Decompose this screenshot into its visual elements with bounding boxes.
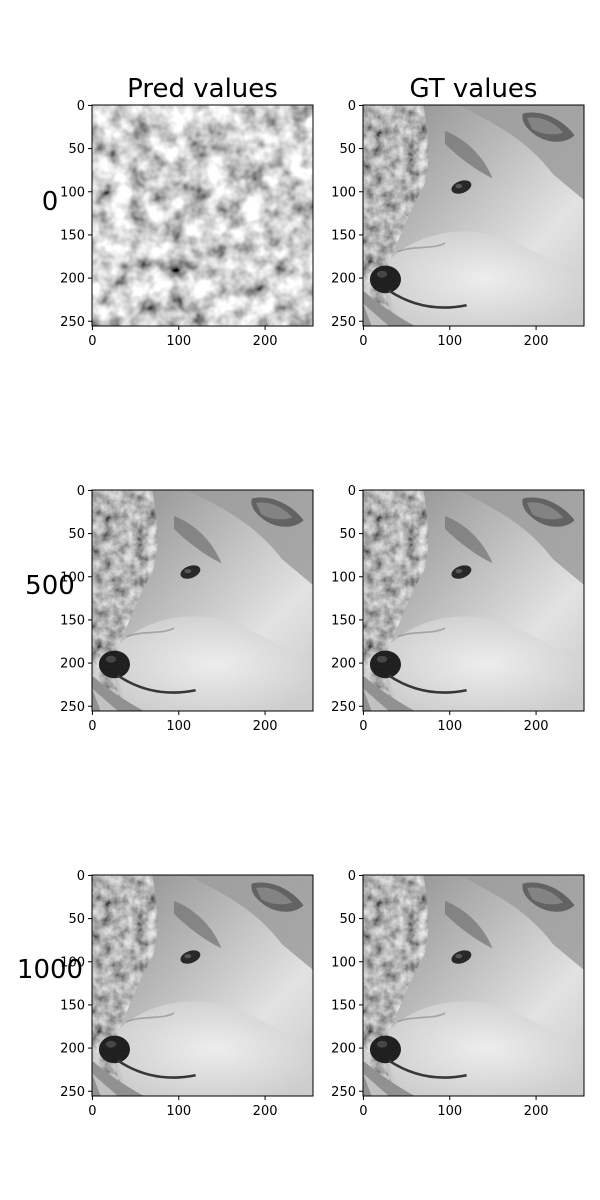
axes-frame bbox=[362, 874, 585, 1097]
y-tick-label: 250 bbox=[60, 1085, 85, 1100]
row-label: 500 bbox=[25, 571, 75, 601]
y-tick-label: 0 bbox=[348, 869, 356, 884]
y-tick-label: 0 bbox=[348, 484, 356, 499]
y-tick-label: 0 bbox=[77, 869, 85, 884]
x-tick-label: 100 bbox=[437, 1104, 462, 1119]
y-tick-label: 100 bbox=[331, 185, 356, 200]
noise-image bbox=[92, 105, 313, 326]
axes-frame bbox=[91, 874, 314, 1097]
x-tick-label: 0 bbox=[359, 1104, 367, 1119]
x-tick-label: 200 bbox=[253, 719, 278, 734]
x-tick-label: 200 bbox=[253, 334, 278, 349]
axes-frame bbox=[362, 104, 585, 327]
y-tick-label: 50 bbox=[339, 527, 356, 542]
y-tick-label: 200 bbox=[60, 272, 85, 287]
x-tick-label: 100 bbox=[437, 719, 462, 734]
y-tick-label: 100 bbox=[60, 570, 85, 585]
y-tick-label: 250 bbox=[60, 315, 85, 330]
column-title: Pred values bbox=[127, 74, 278, 104]
y-tick-label: 150 bbox=[60, 613, 85, 628]
y-tick-label: 0 bbox=[77, 484, 85, 499]
y-tick-label: 50 bbox=[339, 912, 356, 927]
y-tick-label: 0 bbox=[77, 99, 85, 114]
y-tick-label: 150 bbox=[331, 228, 356, 243]
x-tick-label: 200 bbox=[524, 719, 549, 734]
x-tick-label: 100 bbox=[166, 719, 191, 734]
x-tick-label: 100 bbox=[166, 334, 191, 349]
wolf-image bbox=[92, 490, 313, 711]
y-tick-label: 200 bbox=[331, 1042, 356, 1057]
wolf-image bbox=[92, 875, 313, 1096]
x-tick-label: 0 bbox=[88, 719, 96, 734]
y-tick-label: 0 bbox=[348, 99, 356, 114]
y-tick-label: 150 bbox=[331, 613, 356, 628]
wolf-image bbox=[363, 875, 584, 1096]
y-tick-label: 100 bbox=[60, 185, 85, 200]
x-tick-label: 100 bbox=[166, 1104, 191, 1119]
y-tick-label: 250 bbox=[331, 315, 356, 330]
y-tick-label: 50 bbox=[68, 912, 85, 927]
y-tick-label: 150 bbox=[60, 998, 85, 1013]
y-tick-label: 50 bbox=[68, 527, 85, 542]
wolf-image bbox=[363, 490, 584, 711]
y-tick-label: 200 bbox=[60, 657, 85, 672]
y-tick-label: 200 bbox=[60, 1042, 85, 1057]
x-tick-label: 0 bbox=[359, 334, 367, 349]
axes-frame bbox=[362, 489, 585, 712]
y-tick-label: 100 bbox=[331, 955, 356, 970]
y-tick-label: 250 bbox=[331, 700, 356, 715]
x-tick-label: 200 bbox=[524, 334, 549, 349]
x-tick-label: 0 bbox=[88, 1104, 96, 1119]
axes-frame bbox=[91, 104, 314, 327]
x-tick-label: 200 bbox=[253, 1104, 278, 1119]
x-tick-label: 0 bbox=[359, 719, 367, 734]
x-tick-label: 200 bbox=[524, 1104, 549, 1119]
y-tick-label: 100 bbox=[60, 955, 85, 970]
row-label: 1000 bbox=[17, 955, 83, 985]
y-tick-label: 150 bbox=[60, 228, 85, 243]
x-tick-label: 0 bbox=[88, 334, 96, 349]
y-tick-label: 50 bbox=[339, 142, 356, 157]
y-tick-label: 200 bbox=[331, 657, 356, 672]
axes-frame bbox=[91, 489, 314, 712]
y-tick-label: 200 bbox=[331, 272, 356, 287]
y-tick-label: 250 bbox=[60, 700, 85, 715]
x-tick-label: 100 bbox=[437, 334, 462, 349]
y-tick-label: 250 bbox=[331, 1085, 356, 1100]
column-title: GT values bbox=[410, 74, 538, 104]
y-tick-label: 50 bbox=[68, 142, 85, 157]
row-label: 0 bbox=[42, 187, 59, 217]
wolf-image bbox=[363, 105, 584, 326]
y-tick-label: 100 bbox=[331, 570, 356, 585]
y-tick-label: 150 bbox=[331, 998, 356, 1013]
